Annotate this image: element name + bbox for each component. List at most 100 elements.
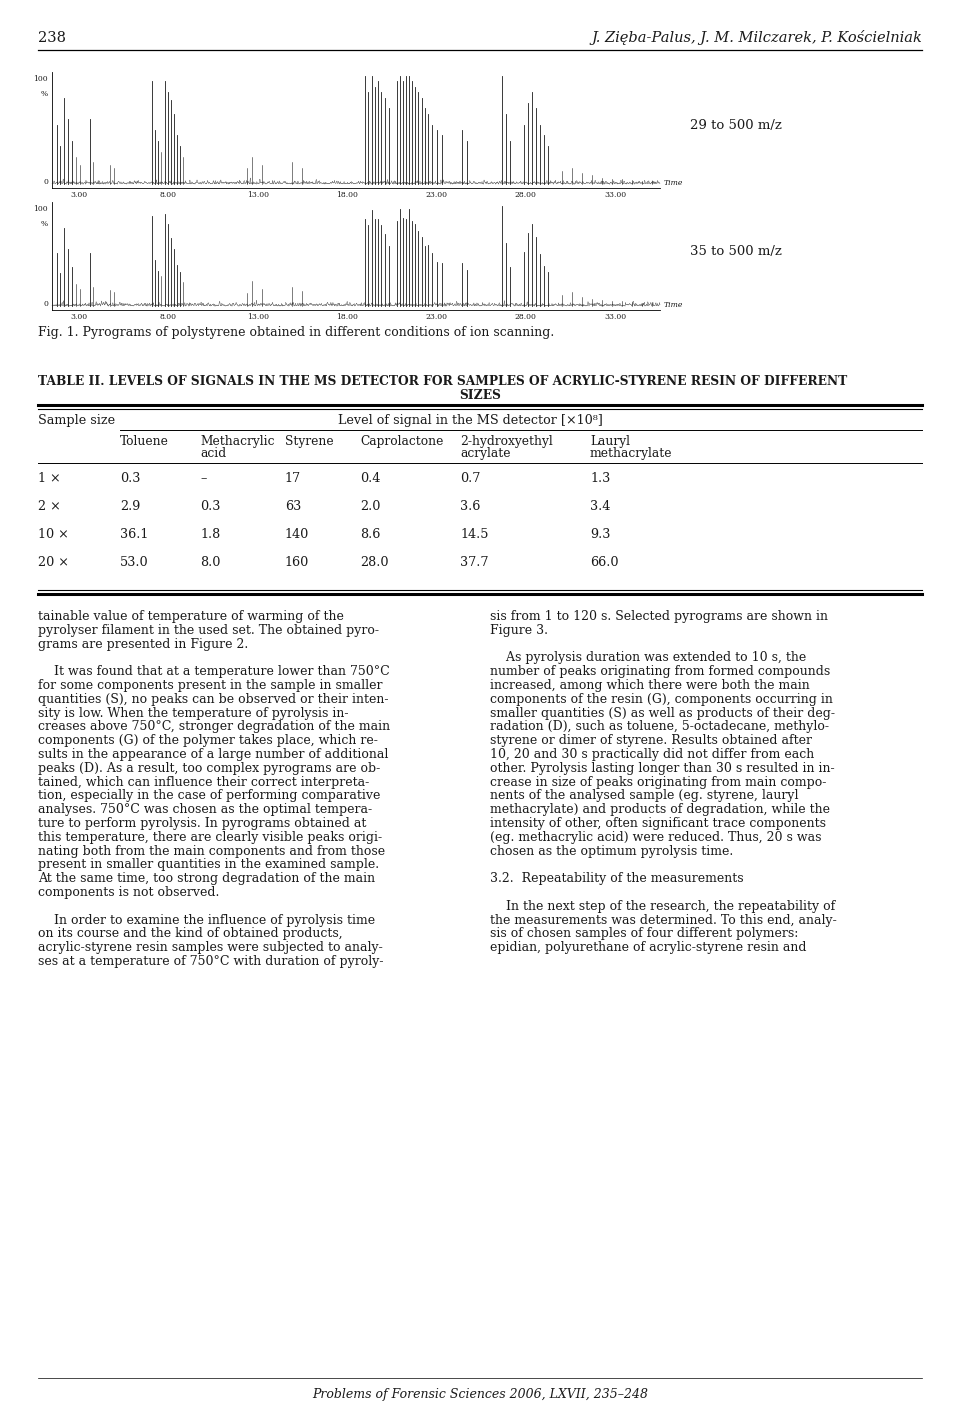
Text: 2.0: 2.0 — [360, 501, 380, 513]
Text: (eg. methacrylic acid) were reduced. Thus, 20 s was: (eg. methacrylic acid) were reduced. Thu… — [490, 831, 822, 844]
Text: 28.00: 28.00 — [515, 191, 537, 199]
Text: this temperature, there are clearly visible peaks origi-: this temperature, there are clearly visi… — [38, 831, 382, 844]
Text: 0.4: 0.4 — [360, 472, 380, 485]
Text: styrene or dimer of styrene. Results obtained after: styrene or dimer of styrene. Results obt… — [490, 735, 812, 747]
Text: nents of the analysed sample (eg. styrene, lauryl: nents of the analysed sample (eg. styren… — [490, 790, 799, 803]
Text: At the same time, too strong degradation of the main: At the same time, too strong degradation… — [38, 872, 375, 885]
Text: radation (D), such as toluene, 5-octadecane, methylo-: radation (D), such as toluene, 5-octadec… — [490, 720, 829, 733]
Text: Time: Time — [664, 301, 684, 309]
Text: tainable value of temperature of warming of the: tainable value of temperature of warming… — [38, 610, 344, 623]
Text: 66.0: 66.0 — [590, 556, 618, 569]
Text: chosen as the optimum pyrolysis time.: chosen as the optimum pyrolysis time. — [490, 845, 733, 858]
Text: present in smaller quantities in the examined sample.: present in smaller quantities in the exa… — [38, 858, 379, 872]
Text: grams are presented in Figure 2.: grams are presented in Figure 2. — [38, 638, 249, 651]
Text: 2.9: 2.9 — [120, 501, 140, 513]
Text: 18.00: 18.00 — [336, 313, 358, 320]
Text: 1.3: 1.3 — [590, 472, 611, 485]
Text: It was found that at a temperature lower than 750°C: It was found that at a temperature lower… — [38, 665, 390, 678]
Text: number of peaks originating from formed compounds: number of peaks originating from formed … — [490, 665, 830, 678]
Text: In order to examine the influence of pyrolysis time: In order to examine the influence of pyr… — [38, 913, 375, 926]
Text: other. Pyrolysis lasting longer than 30 s resulted in in-: other. Pyrolysis lasting longer than 30 … — [490, 761, 834, 774]
Text: acid: acid — [200, 447, 227, 459]
Text: smaller quantities (S) as well as products of their deg-: smaller quantities (S) as well as produc… — [490, 706, 835, 719]
Text: tained, which can influence their correct interpreta-: tained, which can influence their correc… — [38, 776, 370, 788]
Text: on its course and the kind of obtained products,: on its course and the kind of obtained p… — [38, 927, 343, 940]
Text: 28.0: 28.0 — [360, 556, 389, 569]
Text: tion, especially in the case of performing comparative: tion, especially in the case of performi… — [38, 790, 380, 803]
Text: 13.00: 13.00 — [247, 313, 269, 320]
Text: 0: 0 — [43, 301, 48, 308]
Text: –: – — [200, 472, 206, 485]
Text: Lauryl: Lauryl — [590, 435, 630, 448]
Text: 3.4: 3.4 — [590, 501, 611, 513]
Text: 8.0: 8.0 — [200, 556, 221, 569]
Text: creases above 750°C, stronger degradation of the main: creases above 750°C, stronger degradatio… — [38, 720, 390, 733]
Text: 100: 100 — [34, 75, 48, 84]
Text: epidian, polyurethane of acrylic-styrene resin and: epidian, polyurethane of acrylic-styrene… — [490, 942, 806, 954]
Text: acrylic-styrene resin samples were subjected to analy-: acrylic-styrene resin samples were subje… — [38, 942, 383, 954]
Text: 33.00: 33.00 — [604, 191, 626, 199]
Text: 8.00: 8.00 — [159, 191, 177, 199]
Text: 36.1: 36.1 — [120, 527, 149, 542]
Text: Problems of Forensic Sciences 2006, LXVII, 235–248: Problems of Forensic Sciences 2006, LXVI… — [312, 1388, 648, 1401]
Text: 0.3: 0.3 — [120, 472, 140, 485]
Text: 100: 100 — [34, 206, 48, 213]
Text: Time: Time — [664, 179, 684, 187]
Text: 160: 160 — [285, 556, 309, 569]
Text: components is not observed.: components is not observed. — [38, 886, 220, 899]
Text: Caprolactone: Caprolactone — [360, 435, 444, 448]
Text: 53.0: 53.0 — [120, 556, 149, 569]
Text: J. Zięba-Palus, J. M. Milczarek, P. Kościelniak: J. Zięba-Palus, J. M. Milczarek, P. Kośc… — [591, 30, 922, 45]
Text: sis of chosen samples of four different polymers:: sis of chosen samples of four different … — [490, 927, 799, 940]
Text: sity is low. When the temperature of pyrolysis in-: sity is low. When the temperature of pyr… — [38, 706, 348, 719]
Text: 10, 20 and 30 s practically did not differ from each: 10, 20 and 30 s practically did not diff… — [490, 749, 814, 761]
Text: 63: 63 — [285, 501, 301, 513]
Text: Toluene: Toluene — [120, 435, 169, 448]
Text: ture to perform pyrolysis. In pyrograms obtained at: ture to perform pyrolysis. In pyrograms … — [38, 817, 367, 830]
Text: analyses. 750°C was chosen as the optimal tempera-: analyses. 750°C was chosen as the optima… — [38, 803, 372, 817]
Text: 18.00: 18.00 — [336, 191, 358, 199]
Text: methacrylate: methacrylate — [590, 447, 673, 459]
Text: 10 ×: 10 × — [38, 527, 69, 542]
Text: Sample size: Sample size — [38, 414, 115, 427]
Text: quantities (S), no peaks can be observed or their inten-: quantities (S), no peaks can be observed… — [38, 693, 389, 706]
Text: 20 ×: 20 × — [38, 556, 69, 569]
Text: 3.00: 3.00 — [70, 313, 87, 320]
Text: components (G) of the polymer takes place, which re-: components (G) of the polymer takes plac… — [38, 735, 378, 747]
Text: 35 to 500 m/z: 35 to 500 m/z — [690, 244, 781, 258]
Text: nating both from the main components and from those: nating both from the main components and… — [38, 845, 385, 858]
Text: 14.5: 14.5 — [460, 527, 489, 542]
Text: As pyrolysis duration was extended to 10 s, the: As pyrolysis duration was extended to 10… — [490, 651, 806, 665]
Text: 0: 0 — [43, 179, 48, 186]
Text: 29 to 500 m/z: 29 to 500 m/z — [690, 119, 781, 132]
Text: Styrene: Styrene — [285, 435, 334, 448]
Text: 140: 140 — [285, 527, 309, 542]
Text: 3.00: 3.00 — [70, 191, 87, 199]
Text: 8.6: 8.6 — [360, 527, 380, 542]
Text: Fig. 1. Pyrograms of polystyrene obtained in different conditions of ion scannin: Fig. 1. Pyrograms of polystyrene obtaine… — [38, 326, 554, 339]
Text: 0.3: 0.3 — [200, 501, 221, 513]
Text: 0.7: 0.7 — [460, 472, 480, 485]
Text: methacrylate) and products of degradation, while the: methacrylate) and products of degradatio… — [490, 803, 830, 817]
Text: increased, among which there were both the main: increased, among which there were both t… — [490, 679, 809, 692]
Text: the measurements was determined. To this end, analy-: the measurements was determined. To this… — [490, 913, 837, 926]
Text: crease in size of peaks originating from main compo-: crease in size of peaks originating from… — [490, 776, 827, 788]
Text: 23.00: 23.00 — [425, 313, 447, 320]
Text: 28.00: 28.00 — [515, 313, 537, 320]
Text: Level of signal in the MS detector [×10⁸]: Level of signal in the MS detector [×10⁸… — [338, 414, 603, 427]
Text: 238: 238 — [38, 31, 66, 45]
Text: Methacrylic: Methacrylic — [200, 435, 275, 448]
Text: 17: 17 — [285, 472, 301, 485]
Text: 8.00: 8.00 — [159, 313, 177, 320]
Text: 33.00: 33.00 — [604, 313, 626, 320]
Text: In the next step of the research, the repeatability of: In the next step of the research, the re… — [490, 900, 835, 913]
Text: 23.00: 23.00 — [425, 191, 447, 199]
Text: %: % — [41, 89, 48, 98]
Text: 2-hydroxyethyl: 2-hydroxyethyl — [460, 435, 553, 448]
Text: 3.6: 3.6 — [460, 501, 480, 513]
Text: %: % — [41, 220, 48, 228]
Text: peaks (D). As a result, too complex pyrograms are ob-: peaks (D). As a result, too complex pyro… — [38, 761, 380, 774]
Text: 1.8: 1.8 — [200, 527, 220, 542]
Text: 13.00: 13.00 — [247, 191, 269, 199]
Text: components of the resin (G), components occurring in: components of the resin (G), components … — [490, 693, 833, 706]
